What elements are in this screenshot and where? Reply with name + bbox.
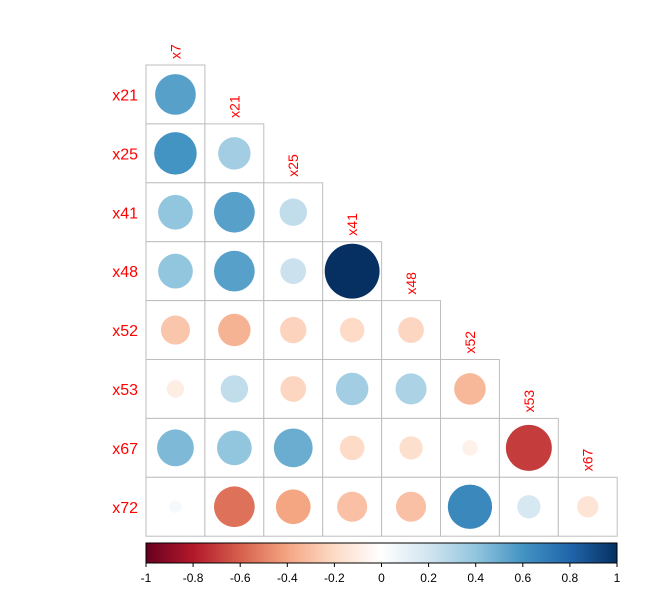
correlation-circle: [218, 313, 251, 347]
colorbar-tick-label: 0.8: [562, 571, 579, 585]
column-label: x48: [403, 272, 419, 295]
column-label: x25: [285, 154, 301, 177]
colorbar-tick-label: -0.8: [183, 571, 204, 585]
colorbar-tick-label: 0.4: [467, 571, 484, 585]
correlation-circle: [395, 373, 427, 405]
correlation-circle: [577, 496, 599, 518]
row-label: x52: [112, 323, 138, 340]
correlation-circle: [399, 436, 423, 460]
correlation-circle: [160, 315, 190, 345]
correlation-circle: [157, 429, 194, 467]
row-labels: x21 x25 x41 x48 x52 x53 x67 x72: [112, 87, 138, 516]
correlation-circle: [517, 495, 541, 519]
column-label: x41: [344, 213, 360, 236]
correlation-circle: [169, 500, 182, 513]
correlation-circle: [166, 380, 185, 398]
row-label: x21: [112, 87, 138, 104]
correlation-circle: [324, 243, 380, 299]
colorbar-tick-label: 0.6: [514, 571, 531, 585]
colorbar-tick-label: -1: [141, 571, 152, 585]
correlation-circle: [213, 486, 255, 528]
correlation-circle: [154, 132, 197, 175]
correlation-circle: [339, 435, 365, 461]
row-label: x72: [112, 500, 138, 517]
row-label: x53: [112, 382, 138, 399]
colorbar-gradient: [145, 542, 618, 564]
correlation-circle: [213, 250, 255, 292]
row-label: x41: [112, 205, 138, 222]
correlation-circle: [158, 194, 193, 230]
correlation-circle: [280, 316, 307, 344]
colorbar-tick-label: -0.6: [230, 571, 251, 585]
row-label: x67: [112, 441, 138, 458]
correlation-circle: [273, 428, 313, 468]
column-labels: x7 x21 x25 x41 x48 x52 x53 x67: [167, 44, 595, 471]
colorbar-tick-label: 1: [614, 571, 621, 585]
colorbar-tick-label: 0.2: [420, 571, 437, 585]
correlation-circle: [505, 424, 552, 471]
correlation-circle: [462, 440, 478, 456]
grid-cell: [322, 300, 383, 361]
column-label: x21: [226, 95, 242, 118]
plot-circles: [154, 74, 599, 529]
colorbar-tick-label: -0.4: [277, 571, 298, 585]
correlation-circle: [213, 191, 255, 233]
row-label: x48: [112, 264, 138, 281]
correlation-circle: [396, 491, 427, 522]
correlation-circle: [220, 375, 249, 403]
correlation-circle: [337, 491, 368, 522]
column-label: x7: [167, 44, 183, 59]
correlation-circle: [398, 317, 424, 343]
plot-grid: [145, 64, 618, 537]
colorbar-tick-label: -0.2: [324, 571, 345, 585]
correlation-circle: [280, 258, 307, 285]
row-label: x25: [112, 146, 138, 163]
column-label: x67: [580, 449, 596, 472]
column-label: x53: [521, 390, 537, 413]
correlation-circle: [218, 137, 251, 170]
correlation-circle: [216, 430, 252, 466]
correlation-circle: [279, 198, 307, 226]
correlation-circle: [447, 484, 493, 529]
correlation-circle: [335, 372, 369, 406]
column-label: x52: [462, 331, 478, 354]
colorbar-tick-label: 0: [378, 571, 385, 585]
color-legend: -1 -0.8 -0.6 -0.4 -0.2 0 0.2 0.4 0.6 0.8 1: [141, 542, 621, 585]
grid-cell: [145, 417, 206, 478]
correlation-circle: [454, 373, 486, 405]
correlation-circle: [339, 317, 365, 343]
correlation-circle: [158, 253, 193, 289]
correlation-circle: [275, 489, 311, 525]
correlation-circle: [280, 376, 307, 402]
correlation-circle: [155, 74, 196, 115]
